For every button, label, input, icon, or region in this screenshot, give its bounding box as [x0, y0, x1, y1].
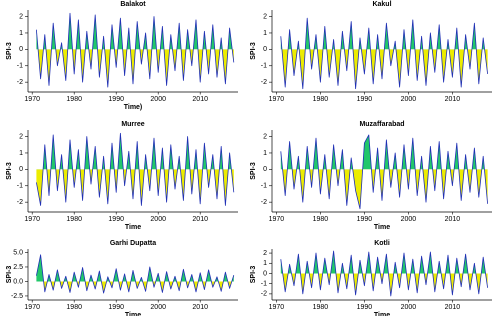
line: [36, 254, 235, 294]
y-axis-label: SPI-3: [6, 162, 13, 180]
x-tick-label: 2000: [150, 304, 166, 311]
y-tick-label: 0: [19, 46, 23, 53]
x-tick-label: 1980: [66, 96, 82, 103]
x-axis-label: Time: [374, 224, 390, 231]
x-axis-label: Time: [374, 312, 390, 316]
x-tick-label: 2010: [445, 304, 461, 311]
positive-area: [36, 133, 234, 170]
y-tick-label: -1: [261, 281, 267, 288]
x-tick-label: 1990: [357, 96, 373, 103]
chart-title: Murree: [121, 121, 144, 128]
y-tick-label: 2: [263, 13, 267, 20]
y-tick-label: 2: [19, 133, 23, 140]
x-tick-label: 1980: [313, 304, 329, 311]
x-tick-label: 1990: [108, 304, 124, 311]
y-axis-label: SPI-3: [250, 42, 257, 60]
y-tick-label: 1: [263, 30, 267, 37]
y-tick-label: 2.5: [13, 264, 23, 271]
line: [36, 132, 235, 206]
x-tick-label: 2010: [192, 304, 208, 311]
y-tick-label: 2: [19, 13, 23, 20]
y-tick-label: 1: [19, 30, 23, 37]
panel: Kakul SPI-3 -2 -1 0 1 2 1970 1980 1990 2000 2010: [250, 1, 492, 103]
negative-area: [36, 169, 234, 206]
x-tick-label: 1980: [66, 304, 82, 311]
x-tick-label: 1990: [357, 216, 373, 223]
y-tick-label: 2: [263, 250, 267, 257]
panel: Balakot SPI-3 Time) -2 -1 0 1 2 1970 1980 1990 2000…: [6, 1, 238, 111]
x-tick-label: 1980: [313, 96, 329, 103]
line: [280, 250, 488, 297]
y-tick-label: -2: [261, 291, 267, 298]
x-tick-label: 1990: [357, 304, 373, 311]
chart-title: Kotli: [374, 240, 390, 247]
y-tick-label: -2: [17, 199, 23, 206]
y-tick-label: 5.0: [13, 249, 23, 256]
chart-title: Balakot: [120, 1, 146, 8]
y-tick-label: 1: [263, 260, 267, 267]
x-tick-label: 1980: [66, 216, 82, 223]
y-tick-label: 0: [263, 166, 267, 173]
y-tick-label: -2.5: [11, 293, 23, 300]
chart-title: Garhi Dupatta: [110, 240, 156, 247]
x-tick-label: 1990: [108, 96, 124, 103]
x-tick-label: 2000: [401, 96, 417, 103]
x-tick-label: 2010: [192, 96, 208, 103]
y-axis-label: SPI-3: [6, 266, 13, 284]
y-tick-label: 2: [263, 133, 267, 140]
y-tick-label: -2: [261, 199, 267, 206]
x-axis-label: Time: [125, 224, 141, 231]
y-tick-label: -1: [261, 63, 267, 70]
y-tick-label: 1: [263, 150, 267, 157]
y-axis-label: SPI-3: [250, 266, 257, 284]
positive-area: [36, 13, 234, 50]
x-tick-label: 2010: [192, 216, 208, 223]
y-tick-label: 0: [263, 46, 267, 53]
line: [36, 12, 235, 88]
y-tick-label: -1: [17, 183, 23, 190]
x-tick-label: 2010: [445, 216, 461, 223]
chart-title: Kakul: [372, 1, 391, 8]
negative-area: [282, 273, 488, 296]
panel: Murree SPI-3 Time -2 -1 0 1 2 1970 1980 1990 2000 20…: [6, 121, 238, 231]
x-tick-label: 1970: [269, 304, 285, 311]
x-axis-label: Time): [124, 104, 143, 111]
y-axis-label: SPI-3: [6, 42, 13, 60]
x-tick-label: 2000: [401, 304, 417, 311]
negative-area: [282, 169, 488, 209]
x-tick-label: 1970: [24, 216, 40, 223]
x-tick-label: 2000: [150, 216, 166, 223]
x-tick-label: 1970: [24, 304, 40, 311]
x-tick-label: 1990: [108, 216, 124, 223]
x-tick-label: 2000: [401, 216, 417, 223]
line: [280, 17, 488, 90]
x-axis-label: Time: [125, 312, 141, 316]
line: [280, 134, 488, 210]
positive-area: [280, 251, 486, 274]
y-tick-label: -2: [17, 79, 23, 86]
panel: Muzaffarabad SPI-3 Time -2 -1 0 1 2 1970 1980 1990…: [250, 121, 492, 231]
panel: Kotli SPI-3 Time -2 -1 0 1 2 1970 1980 1990 2000 201…: [250, 240, 492, 316]
chart-title: Muzaffarabad: [359, 121, 404, 128]
x-tick-label: 1980: [313, 216, 329, 223]
x-tick-label: 1970: [269, 96, 285, 103]
y-tick-label: 0: [263, 270, 267, 277]
x-tick-label: 1970: [24, 96, 40, 103]
y-tick-label: 0: [19, 166, 23, 173]
y-tick-label: 0.0: [13, 278, 23, 285]
y-tick-label: -1: [17, 63, 23, 70]
x-tick-label: 2000: [150, 96, 166, 103]
x-tick-label: 1970: [269, 216, 285, 223]
x-tick-label: 2010: [445, 96, 461, 103]
y-axis-label: SPI-3: [250, 162, 257, 180]
panel: Garhi Dupatta SPI-3 Time -2.5 0.0 2.5 5.0 1970 1…: [6, 240, 238, 316]
y-tick-label: -1: [261, 183, 267, 190]
y-tick-label: -2: [261, 79, 267, 86]
y-tick-label: 1: [19, 150, 23, 157]
